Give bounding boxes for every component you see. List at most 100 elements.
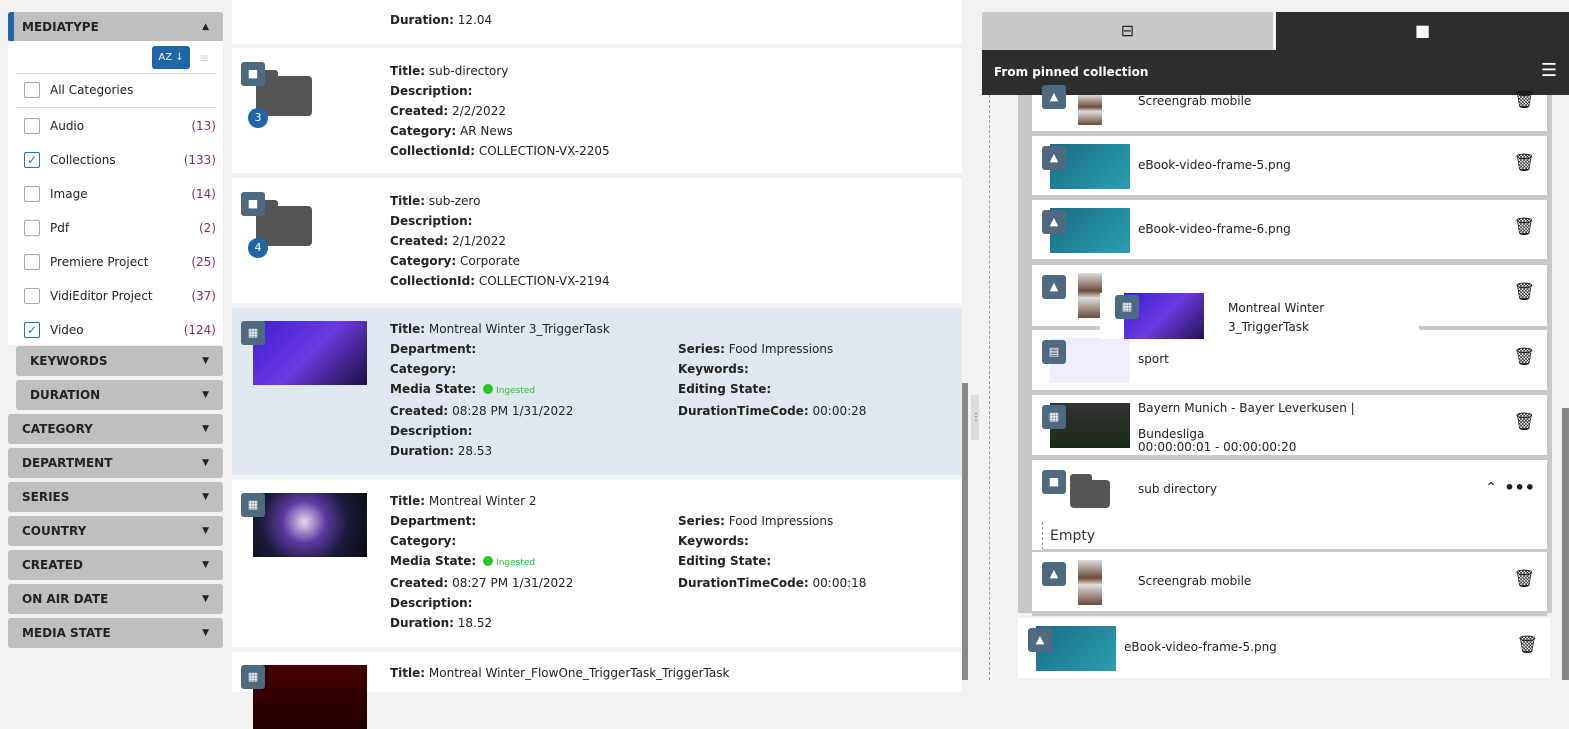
result-card[interactable]: ▦ Title: Montreal Winter 2 Department: Cat… [232,480,962,647]
caret-down-icon[interactable]: ▼ [202,424,209,434]
filter-option[interactable]: ✓ Video (124) [24,320,224,340]
collection-item[interactable]: ▤ sport 🗑 [1032,330,1547,395]
field-label: Created: [390,576,449,590]
collection-item[interactable]: ⌃ ••• Empty ■ sub directory [1032,460,1547,555]
item-count-badge: 4 [248,238,268,258]
field-value: Montreal Winter 2 [428,494,537,508]
checkbox[interactable] [24,118,40,134]
trash-icon[interactable]: 🗑 [1513,569,1535,589]
filter-header[interactable]: CATEGORY ▼ [8,414,223,444]
media-state-value: Ingested [496,386,536,396]
filter-option[interactable]: All Categories [24,80,224,100]
filter-header[interactable]: CREATED ▼ [8,550,223,580]
field-title: Title: sub-directory [390,64,508,78]
filter-label: CREATED [22,558,83,572]
result-card[interactable]: ■ 3 Title: sub-directory Description: Creat… [232,48,962,173]
checkbox[interactable] [24,82,40,98]
filter-option[interactable]: Pdf (2) [24,218,224,238]
splitter-handle[interactable]: ⋮ [971,395,981,440]
collection-item[interactable]: ▲ eBook-video-frame-6.png 🗑 [1032,200,1547,264]
field-value: 28.53 [457,444,493,458]
field-label: DurationTimeCode: [678,404,809,418]
trash-icon[interactable]: 🗑 [1513,412,1535,432]
field-category: Category: AR News [390,124,513,138]
caret-down-icon[interactable]: ▼ [202,526,209,536]
status-dot [483,556,494,566]
result-card[interactable]: Duration: 12.04 [232,0,962,44]
filter-option[interactable]: Premiere Project (25) [24,252,224,272]
trash-icon[interactable]: 🗑 [1513,90,1535,110]
sort-count-icon[interactable]: ≡ [199,51,210,65]
filter-header[interactable]: COUNTRY ▼ [8,516,223,546]
filter-option[interactable]: Image (14) [24,184,224,204]
filter-label: COUNTRY [22,524,87,538]
collection-item[interactable]: ▲ eBook-video-frame-5.png 🗑 [1018,618,1550,678]
collection-item[interactable]: ▲ eBook-video-frame-5.png 🗑 [1032,136,1547,200]
folder-thumbnail [1070,474,1110,508]
filter-option[interactable]: Audio (13) [24,116,224,136]
caret-down-icon[interactable]: ▼ [202,594,209,604]
filter-option[interactable]: ✓ Collections (133) [24,150,224,170]
filter-header[interactable]: MEDIA STATE ▼ [8,618,223,648]
filter-label: ON AIR DATE [22,592,109,606]
checkbox[interactable] [24,186,40,202]
collection-item[interactable]: ▦ Bayern Munich - Bayer Leverkusen | Bund… [1032,395,1547,460]
filter-header[interactable]: DEPARTMENT ▼ [8,448,223,478]
trash-icon[interactable]: 🗑 [1513,347,1535,367]
checkbox[interactable] [24,288,40,304]
result-card[interactable]: ▦ Title: Montreal Winter_FlowOne_TriggerT… [232,652,962,729]
checkbox[interactable] [24,254,40,270]
sort-az-button[interactable]: AZ ↓ [152,46,190,69]
field-label: CollectionId: [390,274,476,288]
more-options-icon[interactable]: ••• [1504,478,1535,497]
divider [1032,390,1547,395]
field-created: Created: 2/1/2022 [390,234,506,248]
caret-up-icon[interactable]: ▲ [202,22,209,32]
item-name: Screengrab mobile [1138,94,1252,108]
collection-item[interactable]: ▲ Screengrab mobile 🗑 [1032,85,1547,136]
collection-item[interactable]: ▲ Screengrab mobile 🗑 [1032,552,1547,616]
caret-down-icon[interactable]: ▼ [202,390,209,400]
checkbox[interactable] [24,220,40,236]
divider [1032,611,1547,616]
result-card[interactable]: ▦ Title: Montreal Winter 3_TriggerTask Dep… [232,308,962,475]
trash-icon[interactable]: 🗑 [1513,282,1535,302]
trash-icon[interactable]: 🗑 [1513,153,1535,173]
field-series: Series: Food Impressions [678,514,833,528]
video-thumbnail [253,665,367,729]
filter-option[interactable]: VidiEditor Project (37) [24,286,224,306]
field-label: Title: [390,666,426,680]
checkbox-checked[interactable]: ✓ [24,322,40,338]
chevron-up-icon[interactable]: ⌃ [1485,480,1497,496]
caret-down-icon[interactable]: ▼ [202,560,209,570]
drag-ghost[interactable]: ▦ Montreal Winter 3_TriggerTask [1100,293,1549,339]
filter-mediatype-header[interactable]: MEDIATYPE ▲ [8,12,223,42]
field-series: Series: Food Impressions [678,342,833,356]
trash-icon[interactable]: 🗑 [1516,635,1538,655]
filter-header[interactable]: KEYWORDS ▼ [16,346,223,376]
tab-collection[interactable]: ■ [1276,12,1569,50]
caret-down-icon[interactable]: ▼ [202,492,209,502]
result-card[interactable]: ■ 4 Title: sub-zero Description: Created: 2… [232,178,962,303]
field-created: Created: 08:27 PM 1/31/2022 [390,576,573,590]
field-collectionid: CollectionId: COLLECTION-VX-2205 [390,144,610,158]
video-icon: ▦ [241,493,265,517]
results-scrollbar[interactable] [962,383,968,680]
tab-inbox[interactable]: ⊟ [982,12,1273,50]
image-icon: ▲ [1028,628,1052,652]
filter-header[interactable]: ON AIR DATE ▼ [8,584,223,614]
filter-label: MEDIA STATE [22,626,111,640]
filter-header[interactable]: DURATION ▼ [16,380,223,410]
caret-down-icon[interactable]: ▼ [202,458,209,468]
hamburger-menu-icon[interactable]: ☰ [1540,60,1557,81]
caret-down-icon[interactable]: ▼ [202,628,209,638]
field-label: Series: [678,514,725,528]
checkbox-checked[interactable]: ✓ [24,152,40,168]
field-label: Media State: [390,382,477,396]
field-durationtimecode: DurationTimeCode: 00:00:28 [678,404,866,418]
caret-down-icon[interactable]: ▼ [202,356,209,366]
collection-scrollbar[interactable] [1562,408,1569,680]
trash-icon[interactable]: 🗑 [1513,217,1535,237]
tree-line [989,95,990,680]
filter-header[interactable]: SERIES ▼ [8,482,223,512]
